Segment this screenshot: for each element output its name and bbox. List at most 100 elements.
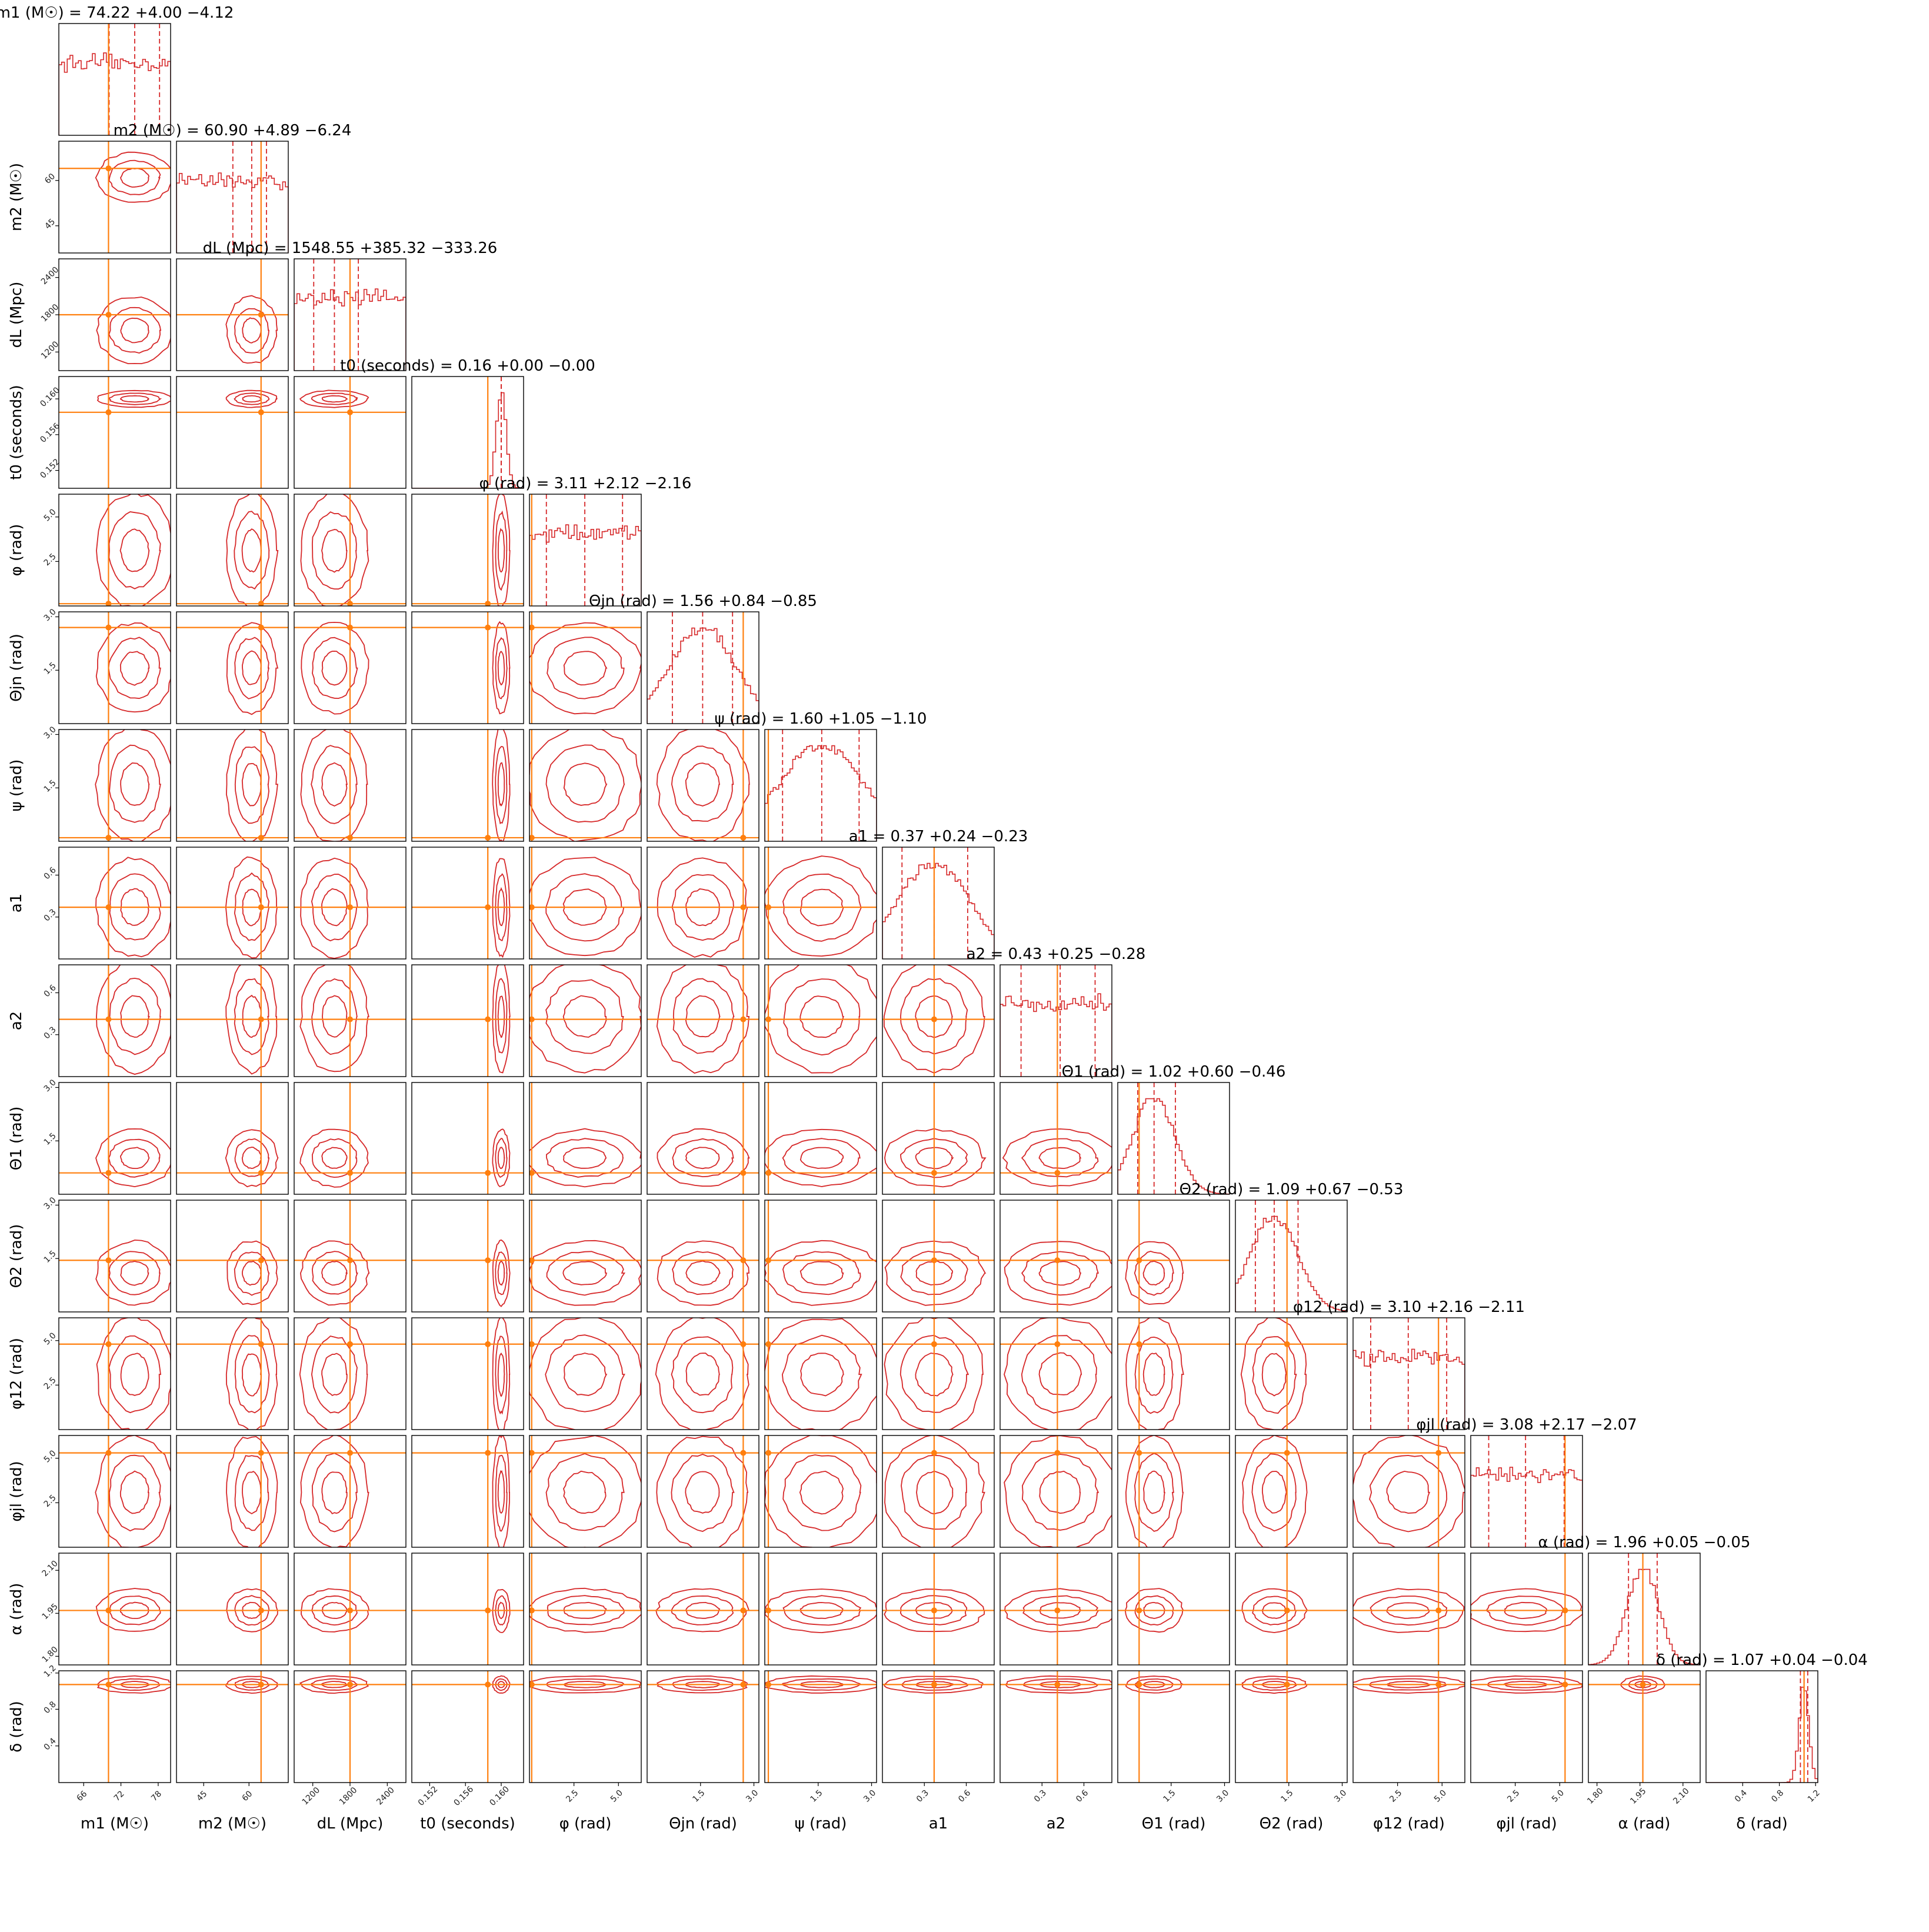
panel-frame: [58, 494, 171, 607]
panel-frame: [1000, 1200, 1112, 1313]
contour-0: [497, 1470, 505, 1514]
panel-frame: [58, 1670, 171, 1783]
contour-0: [1038, 1261, 1082, 1286]
truth-marker: [931, 1170, 937, 1176]
ytick-label: 3.0: [42, 1078, 58, 1094]
truth-marker: [740, 1170, 747, 1176]
truth-marker: [1054, 1170, 1061, 1176]
panel-frame: [647, 1082, 759, 1195]
panel-frame: [176, 494, 289, 607]
panel-alpha-vs-phi12: [1352, 1553, 1465, 1665]
truth-marker: [1054, 1681, 1061, 1688]
ytick-label: 0.8: [42, 1700, 58, 1716]
panel-frame: [647, 1435, 759, 1548]
truth-marker: [931, 1257, 937, 1264]
contour-0: [497, 528, 505, 573]
contour-0: [562, 1261, 608, 1285]
panel-frame: [411, 611, 524, 724]
title-phi12: φ12 (rad) = 3.10 +2.16 −2.11: [1293, 1298, 1525, 1316]
panel-frame: [1235, 1317, 1348, 1430]
contour-2: [1004, 1318, 1112, 1430]
panel-frame: [1235, 1670, 1348, 1783]
truth-marker: [485, 1170, 491, 1176]
contour-0: [563, 651, 608, 686]
contour-1: [234, 1595, 270, 1626]
ytick-label: 0.152: [38, 457, 62, 481]
panel-frame: [411, 494, 524, 607]
contour-2: [299, 389, 369, 408]
panel-frame: [294, 611, 407, 724]
panel-phi12-vs-dL: [294, 1317, 407, 1430]
panel-frame: [882, 1553, 995, 1665]
contour-2: [95, 857, 171, 958]
truth-marker: [485, 1016, 491, 1022]
xtick-label: 0.160: [488, 1784, 511, 1808]
truth-marker: [105, 165, 112, 172]
contour-0: [241, 1147, 262, 1170]
contour-1: [495, 873, 508, 941]
xtick-label: 0.152: [417, 1784, 440, 1808]
truth-marker: [258, 312, 264, 318]
panel-theta1-vs-m1: 1.5 3.0 Θ1 (rad): [8, 1078, 171, 1195]
panel-delta-vs-a2: 0.3 0.6 a2: [1000, 1670, 1112, 1833]
truth-marker: [765, 1681, 772, 1688]
contour-0: [1386, 1470, 1431, 1514]
ytick-label: 0.160: [38, 385, 62, 409]
truth-marker: [347, 1016, 353, 1022]
panel-phi12-vs-a2: [1000, 1317, 1112, 1430]
xlabel-a1: a1: [929, 1815, 948, 1833]
contour-0: [800, 1353, 844, 1397]
panel-frame: [1235, 1435, 1348, 1548]
panel-alpha-vs-theta2: [1235, 1553, 1348, 1665]
panel-psi-vs-phi: [529, 729, 642, 842]
contour-1: [671, 1454, 735, 1532]
xtick-label: 5.0: [1550, 1788, 1566, 1804]
panel-phijl-vs-phi: [529, 1435, 642, 1548]
contour-2: [529, 1675, 641, 1694]
panel-phijl-vs-a1: [882, 1435, 995, 1548]
truth-marker: [740, 1341, 747, 1347]
contour-1: [899, 978, 968, 1055]
truth-marker: [1054, 1257, 1061, 1264]
contour-2: [299, 965, 369, 1072]
contour-0: [1039, 1470, 1081, 1514]
truth-marker: [485, 834, 491, 841]
truth-marker: [1435, 1607, 1442, 1614]
ytick-label: 1.2: [42, 1663, 58, 1679]
panel-frame: [882, 1435, 995, 1548]
panel-frame: [529, 1553, 642, 1665]
truth-marker: [765, 1607, 772, 1614]
contour-0: [685, 762, 721, 807]
contour-0: [120, 1353, 149, 1396]
panel-theta1-vs-phi: [529, 1082, 642, 1195]
panel-theta2-vs-m2: [176, 1200, 289, 1313]
panel-frame: [1470, 1435, 1583, 1548]
contour-0: [563, 1470, 607, 1514]
title-psi: ψ (rad) = 1.60 +1.05 −1.10: [715, 710, 927, 728]
contour-0: [321, 395, 349, 403]
contour-1: [782, 1138, 861, 1178]
truth-marker: [485, 1450, 491, 1456]
panel-frame: [176, 729, 289, 842]
contour-0: [497, 1147, 505, 1170]
truth-marker: [1054, 1341, 1061, 1347]
ytick-label: 1800: [39, 302, 61, 324]
contour-0: [120, 1261, 149, 1286]
ytick-label: 1.95: [40, 1602, 59, 1621]
xtick-label: 66: [75, 1789, 89, 1803]
contour-0: [685, 1601, 721, 1619]
contour-2: [492, 965, 511, 1074]
xtick-label: 0.156: [452, 1784, 476, 1808]
panel-frame: [176, 1435, 289, 1548]
contour-2: [300, 494, 369, 606]
panel-phijl-vs-psi: [764, 1435, 877, 1548]
contour-1: [311, 1138, 358, 1178]
title-alpha: α (rad) = 1.96 +0.05 −0.05: [1538, 1534, 1751, 1551]
panel-frame: [764, 964, 877, 1077]
contour-2: [529, 857, 641, 957]
truth-marker: [740, 834, 747, 841]
contour-0: [241, 1353, 262, 1397]
panel-theta1-vs-psi: [764, 1082, 877, 1195]
truth-marker: [529, 624, 535, 631]
truth-marker: [1562, 1681, 1568, 1688]
